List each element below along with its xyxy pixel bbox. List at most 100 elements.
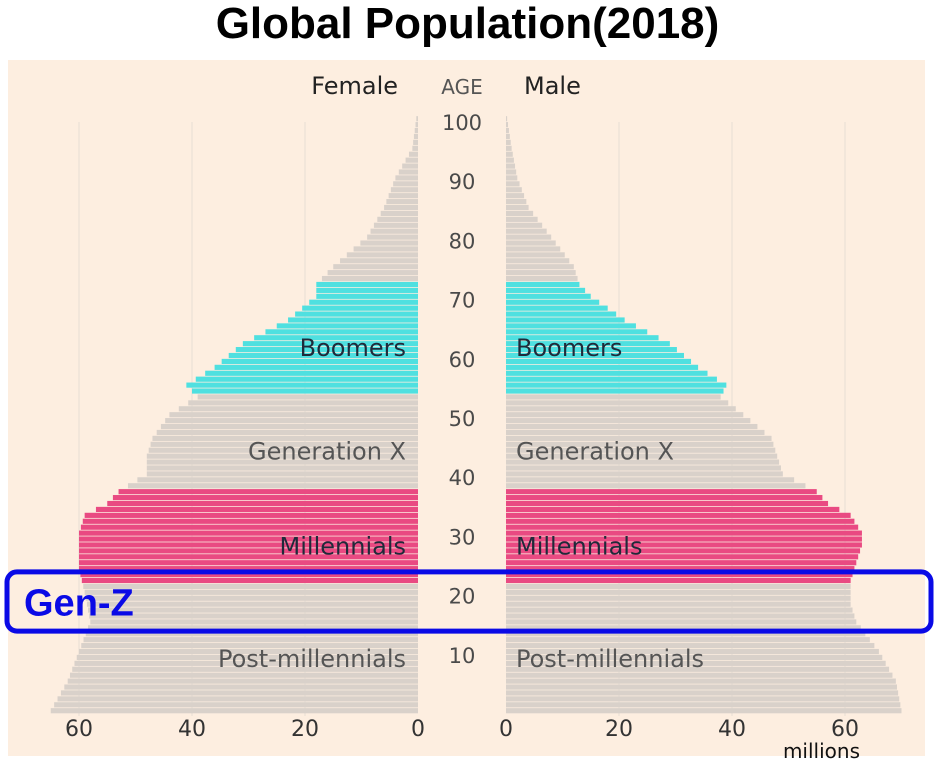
- x-tick-male-40: 40: [718, 717, 746, 742]
- bar-male-age-15: [506, 619, 857, 625]
- bar-female-age-87: [388, 193, 418, 199]
- bar-female-age-47: [156, 429, 418, 436]
- male-label: Male: [524, 72, 581, 100]
- group-label-female-1: Millennials: [280, 532, 406, 560]
- age-tick-10: 10: [449, 644, 476, 668]
- bar-male-age-41: [506, 465, 781, 471]
- bar-female-age-49: [165, 418, 418, 424]
- bar-female-age-60: [228, 352, 418, 359]
- bar-female-age-95: [412, 145, 418, 151]
- bar-female-age-51: [178, 406, 418, 412]
- bar-male-age-8: [506, 660, 886, 666]
- generation-labels: Post-millennials Post-millennials Millenni…: [218, 334, 704, 673]
- bar-male-age-99: [506, 122, 509, 128]
- bar-female-age-36: [112, 495, 419, 501]
- bar-female-age-21: [83, 583, 419, 589]
- bar-male-age-34: [506, 506, 840, 513]
- bar-female-age-4: [64, 684, 418, 690]
- bar-female-age-72: [316, 281, 418, 288]
- bar-male-age-60: [506, 352, 684, 359]
- bar-female-age-83: [377, 216, 418, 222]
- bar-male-age-78: [506, 246, 561, 252]
- bar-female-age-5: [67, 678, 418, 684]
- bar-male-age-27: [506, 548, 861, 554]
- bar-male-age-25: [506, 560, 857, 566]
- bar-female-age-3: [60, 690, 419, 696]
- bar-male-age-58: [506, 364, 699, 370]
- bar-female-age-9: [76, 654, 419, 661]
- bar-female-age-99: [415, 122, 418, 128]
- bar-male-age-3: [506, 690, 899, 696]
- bar-male-age-81: [506, 228, 547, 234]
- bar-male-age-82: [506, 222, 543, 228]
- bar-male-age-67: [506, 311, 617, 317]
- bar-male-age-22: [506, 577, 851, 584]
- bar-female-age-78: [353, 246, 418, 252]
- bar-female-age-68: [302, 305, 418, 311]
- bar-female-age-69: [309, 299, 418, 305]
- bar-female-age-18: [86, 601, 418, 607]
- group-label-male-2: Generation X: [516, 438, 674, 466]
- bar-female-age-7: [72, 666, 418, 672]
- bar-female-age-76: [340, 258, 418, 264]
- bar-male-age-48: [506, 423, 758, 430]
- group-label-male-1: Millennials: [516, 532, 642, 560]
- bar-male-age-33: [506, 512, 851, 518]
- bar-female-age-75: [333, 264, 418, 270]
- bar-female-age-56: [195, 376, 418, 382]
- bar-female-age-61: [235, 347, 418, 353]
- bar-female-age-11: [81, 643, 418, 649]
- bar-male-age-32: [506, 518, 855, 524]
- bar-male-age-28: [506, 542, 862, 548]
- bar-female-age-100: [416, 116, 418, 122]
- bar-female-age-33: [84, 512, 419, 518]
- bar-female-age-91: [398, 169, 418, 175]
- bar-male-age-68: [506, 305, 608, 311]
- bar-male-age-37: [506, 489, 817, 495]
- bar-male-age-55: [506, 382, 727, 388]
- bar-male-age-6: [506, 672, 893, 678]
- bar-male-age-83: [506, 216, 538, 222]
- bar-female-age-15: [90, 619, 419, 625]
- bar-female-age-58: [214, 364, 418, 370]
- bar-male-age-85: [506, 204, 529, 211]
- bar-male-age-65: [506, 323, 636, 329]
- bar-male-age-63: [506, 335, 659, 341]
- x-tick-male-20: 20: [605, 717, 633, 742]
- bar-male-age-91: [506, 169, 517, 175]
- bar-male-age-46: [506, 435, 772, 441]
- bar-female-age-38: [127, 483, 418, 489]
- bar-female-age-16: [89, 613, 419, 619]
- age-tick-70: 70: [449, 289, 476, 313]
- chart-title: Global Population(2018): [215, 0, 720, 48]
- bar-male-age-49: [506, 418, 751, 424]
- bar-male-age-94: [506, 151, 513, 157]
- bar-female-age-71: [316, 287, 418, 293]
- bar-female-age-74: [327, 270, 418, 276]
- bar-male-age-21: [506, 583, 851, 589]
- bar-female-age-66: [288, 317, 418, 323]
- bar-female-age-2: [57, 696, 418, 702]
- bar-female-age-24: [79, 566, 418, 572]
- bar-female-age-53: [197, 394, 418, 400]
- bar-male-age-29: [506, 536, 862, 542]
- bar-female-age-39: [137, 477, 418, 483]
- bar-female-age-48: [160, 423, 419, 430]
- bar-female-age-1: [54, 702, 418, 708]
- bar-male-age-4: [506, 684, 897, 690]
- bar-female-age-62: [242, 341, 418, 347]
- bar-male-age-35: [506, 500, 829, 507]
- bar-male-age-0: [506, 708, 902, 714]
- gen-z-box: [4, 569, 934, 634]
- gen-z-label: Gen-Z: [24, 583, 134, 625]
- bar-male-age-71: [506, 287, 586, 293]
- bar-female-age-30: [79, 530, 418, 536]
- bar-male-age-31: [506, 524, 859, 530]
- bar-female-age-55: [186, 382, 418, 388]
- group-label-female-3: Boomers: [300, 334, 406, 362]
- bar-male-age-44: [506, 447, 776, 453]
- bar-male-age-73: [506, 275, 578, 282]
- bar-female-age-27: [79, 548, 418, 554]
- bar-female-age-85: [384, 204, 418, 211]
- bar-male-age-74: [506, 270, 576, 276]
